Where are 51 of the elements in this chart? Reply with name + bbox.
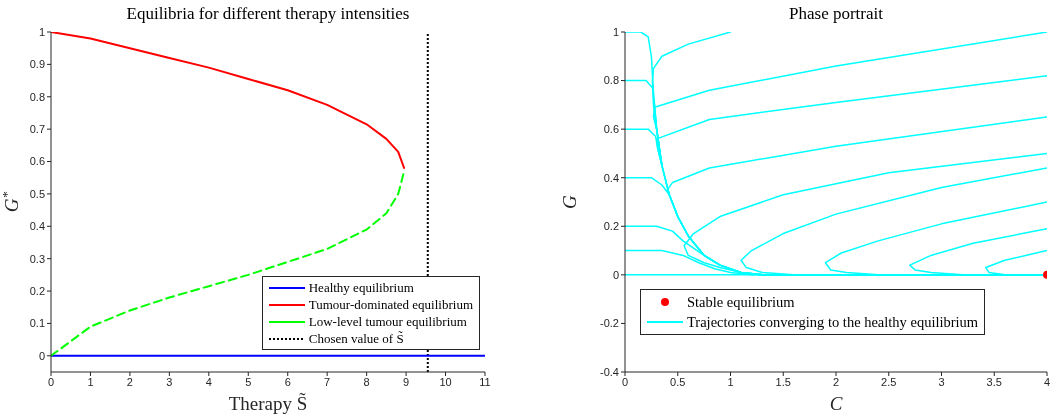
y-tick-label: 0.9 [29,58,45,71]
y-tick-label: 0.3 [29,252,45,265]
y-tick-label: 0.8 [603,74,619,87]
y-tick-label: -0.4 [600,365,619,378]
y-tick-label: 0.6 [29,155,45,168]
x-tick-label: 4 [1043,375,1051,388]
y-tick-label: 0.1 [29,317,45,330]
x-tick-label: 10 [439,375,452,388]
x-tick-label: 2.5 [881,375,897,388]
legend-label: Stable equilibrium [687,293,795,312]
x-tick-label: 4 [205,375,212,388]
y-axis-title: G [559,194,580,209]
legend-label: Trajectories converging to the healthy equilibrium [687,313,979,332]
x-tick-label: 7 [324,375,331,388]
legend-label: Tumour-dominated equilibrium [308,296,473,313]
x-tick-label: 0 [47,375,55,388]
x-axis-title: C [829,393,843,414]
legend-label: Healthy equilibrium [308,279,414,296]
y-tick-label: 0.2 [603,220,619,233]
x-tick-label: 8 [363,375,370,388]
y-tick-label: 1 [38,25,45,38]
y-tick-label: 0.8 [29,90,45,103]
x-tick-label: 11 [479,375,491,388]
x-tick-label: 2 [126,375,133,388]
y-tick-label: 0.2 [29,284,45,297]
y-tick-label: 1 [612,25,619,38]
y-tick-label: 0.5 [29,187,45,200]
y-tick-label: -0.2 [600,317,619,330]
chart-title: Equilibria for different therapy intensities [125,4,411,24]
x-tick-label: 5 [245,375,252,388]
x-tick-label: 1 [87,375,94,388]
x-tick-label: 0 [621,375,629,388]
ref-line-label: Chosen value of S̃ [308,330,404,347]
x-axis-title: Therapy S̃ [228,392,308,414]
x-tick-label: 6 [284,375,291,388]
x-tick-label: 2 [832,375,840,388]
x-tick-label: 1 [727,375,734,388]
y-tick-label: 0 [38,349,45,362]
x-tick-label: 3 [938,375,945,388]
x-tick-label: 0.5 [670,375,686,388]
y-tick-label: 0.4 [603,171,619,184]
x-tick-label: 3 [166,375,173,388]
y-tick-label: 0.4 [29,220,45,233]
chart-title: Phase portrait [788,4,884,24]
x-tick-label: 1.5 [775,375,791,388]
y-tick-label: 0.6 [603,123,619,136]
legend-label: Low-level tumour equilibrium [308,313,467,330]
x-tick-label: 3.5 [986,375,1002,388]
y-tick-label: 0.7 [29,123,45,136]
x-tick-label: 9 [403,375,410,388]
y-tick-label: 0 [612,268,619,281]
